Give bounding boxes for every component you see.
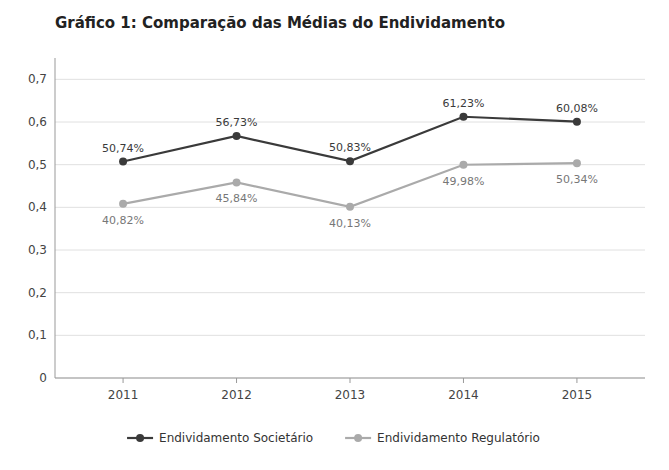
series-point [573,118,581,126]
series-point [459,113,467,121]
series-point [346,203,354,211]
x-tick [236,378,237,383]
data-labels: 50,74% 56,73% 50,83% 61,23% 60,08% 40,82% 45,8… [102,97,598,230]
data-label: 45,84% [216,192,258,205]
series-point [233,178,241,186]
grid-line [55,335,645,336]
legend-label: Endividamento Regulatório [377,431,540,445]
plot-area [119,113,581,211]
data-label: 50,74% [102,142,144,155]
grid-line [55,79,645,80]
series-line [123,163,577,207]
data-label: 50,83% [329,141,371,154]
series-point [119,200,127,208]
y-axis-line [55,58,56,378]
legend-item: Endividamento Regulatório [345,431,540,445]
x-tick-label: 2015 [562,388,593,402]
data-label: 60,08% [556,102,598,115]
series-point [459,161,467,169]
x-tick-label: 2014 [448,388,479,402]
x-tick-label: 2012 [221,388,252,402]
data-label: 40,13% [329,217,371,230]
grid-line [55,250,645,251]
y-tick-label: 0,6 [28,115,47,129]
data-label: 61,23% [442,97,484,110]
legend-item: Endividamento Societário [127,431,313,445]
data-label: 49,98% [442,175,484,188]
y-tick-label: 0,4 [28,200,47,214]
y-tick-label: 0,2 [28,286,47,300]
grid-line [55,292,645,293]
data-label: 40,82% [102,214,144,227]
legend-marker [354,434,362,442]
x-tick [576,378,577,383]
legend-label: Endividamento Societário [159,431,313,445]
x-tick-label: 2011 [108,388,139,402]
chart: Gráfico 1: Comparação das Médias do Endi… [0,0,669,470]
title: Gráfico 1: Comparação das Médias do Endi… [55,14,505,32]
x-tick-label: 2013 [335,388,366,402]
y-tick-label: 0,1 [28,328,47,342]
data-label: 50,34% [556,173,598,186]
x-axis: 2011 2012 2013 2014 2015 [55,378,645,402]
x-tick [350,378,351,383]
series-point [346,157,354,165]
series-line [123,117,577,162]
y-tick-label: 0,7 [28,72,47,86]
y-tick-label: 0,3 [28,243,47,257]
legend-marker [136,434,144,442]
data-label: 56,73% [216,116,258,129]
series-point [119,158,127,166]
x-tick [463,378,464,383]
y-axis: 0 0,1 0,2 0,3 0,4 0,5 0,6 0,7 [28,58,645,385]
series-point [233,132,241,140]
y-tick-label: 0 [39,371,47,385]
series-point [573,159,581,167]
y-tick-label: 0,5 [28,158,47,172]
legend: Endividamento Societário Endividamento Re… [127,431,540,445]
x-tick [123,378,124,383]
